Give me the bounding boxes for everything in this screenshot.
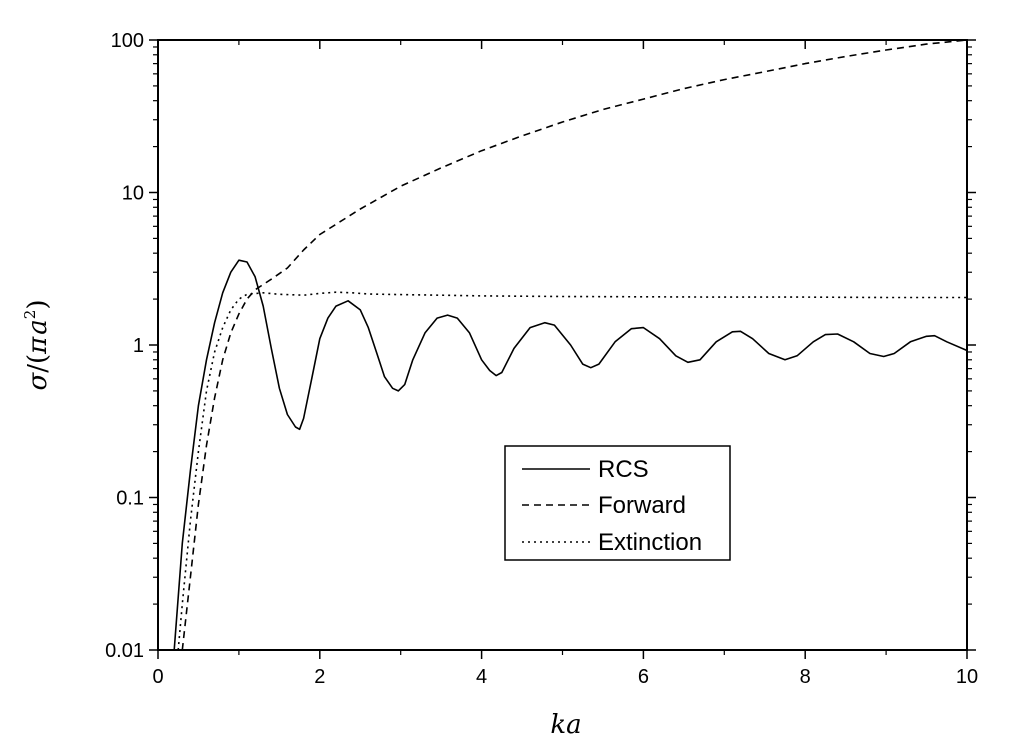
x-tick-label: 8 bbox=[800, 666, 811, 688]
minor-ticks bbox=[153, 40, 972, 655]
y-axis-label: σ/(πa2) bbox=[21, 300, 53, 391]
y-tick-label: 1 bbox=[133, 335, 144, 357]
y-tick-label: 10 bbox=[122, 183, 144, 205]
series-lines bbox=[173, 39, 968, 651]
series-line-extinction bbox=[177, 291, 967, 651]
y-axis-label-pi: π bbox=[23, 336, 53, 355]
major-ticks bbox=[149, 39, 976, 659]
series-line-rcs bbox=[173, 259, 968, 651]
x-axis-label: ka bbox=[550, 710, 581, 740]
legend-label-extinction: Extinction bbox=[598, 529, 702, 556]
y-tick-labels: 0.01 0.1 1 10 100 bbox=[105, 30, 144, 662]
plot-frame bbox=[157, 39, 968, 651]
y-axis-label-a: a bbox=[23, 319, 53, 335]
x-tick-label: 0 bbox=[152, 666, 163, 688]
legend-label-rcs: RCS bbox=[598, 456, 649, 483]
y-axis-label-close: ) bbox=[23, 300, 53, 310]
y-tick-label: 0.01 bbox=[105, 640, 144, 662]
y-axis-label-sigma: σ bbox=[23, 371, 53, 390]
y-axis-label-exponent: 2 bbox=[21, 310, 39, 320]
legend-label-forward: Forward bbox=[598, 492, 686, 519]
x-tick-label: 6 bbox=[638, 666, 649, 688]
legend: RCS Forward Extinction bbox=[504, 445, 731, 561]
x-tick-label: 2 bbox=[314, 666, 325, 688]
legend-box bbox=[504, 445, 731, 561]
series-line-forward bbox=[181, 39, 968, 651]
x-tick-label: 10 bbox=[956, 666, 978, 688]
y-tick-label: 0.1 bbox=[116, 488, 144, 510]
x-tick-labels: 0 2 4 6 8 10 bbox=[152, 666, 978, 688]
x-tick-label: 4 bbox=[476, 666, 487, 688]
y-tick-label: 100 bbox=[111, 30, 144, 52]
y-axis-label-slash: /( bbox=[23, 354, 53, 373]
